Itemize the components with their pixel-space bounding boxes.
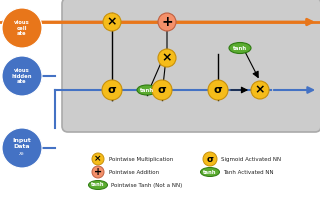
Text: Pointwise Addition: Pointwise Addition xyxy=(109,169,159,174)
Ellipse shape xyxy=(201,168,220,177)
Circle shape xyxy=(2,8,42,48)
Text: Input
Data
$x_t$: Input Data $x_t$ xyxy=(12,138,31,158)
Text: Tanh Activated NN: Tanh Activated NN xyxy=(223,169,274,174)
Text: ×: × xyxy=(94,155,102,163)
Circle shape xyxy=(92,166,104,178)
Text: ×: × xyxy=(162,52,172,64)
Circle shape xyxy=(103,13,121,31)
Text: +: + xyxy=(161,15,173,29)
Text: tanh: tanh xyxy=(203,169,217,174)
Ellipse shape xyxy=(89,180,108,190)
Ellipse shape xyxy=(229,43,251,54)
Circle shape xyxy=(203,152,217,166)
Circle shape xyxy=(2,56,42,96)
Circle shape xyxy=(102,80,122,100)
Text: tanh: tanh xyxy=(140,88,154,92)
Text: σ: σ xyxy=(206,155,213,163)
Text: vious
hidden
ate: vious hidden ate xyxy=(12,68,32,84)
Circle shape xyxy=(152,80,172,100)
Text: ×: × xyxy=(255,83,265,97)
Circle shape xyxy=(158,13,176,31)
Text: tanh: tanh xyxy=(91,183,105,187)
Text: Sigmoid Activated NN: Sigmoid Activated NN xyxy=(221,156,281,162)
Text: Pointwise Multiplication: Pointwise Multiplication xyxy=(109,156,173,162)
Text: σ: σ xyxy=(158,85,166,95)
Ellipse shape xyxy=(137,85,157,95)
Circle shape xyxy=(2,128,42,168)
Text: vious
cell
ate: vious cell ate xyxy=(14,20,30,36)
Text: σ: σ xyxy=(108,85,116,95)
Circle shape xyxy=(251,81,269,99)
Circle shape xyxy=(208,80,228,100)
Text: tanh: tanh xyxy=(233,46,247,51)
Circle shape xyxy=(92,153,104,165)
FancyBboxPatch shape xyxy=(62,0,320,132)
Text: +: + xyxy=(94,167,102,177)
Text: σ: σ xyxy=(214,85,222,95)
Text: ×: × xyxy=(107,15,117,28)
Text: Pointwise Tanh (Not a NN): Pointwise Tanh (Not a NN) xyxy=(111,183,182,187)
Circle shape xyxy=(158,49,176,67)
